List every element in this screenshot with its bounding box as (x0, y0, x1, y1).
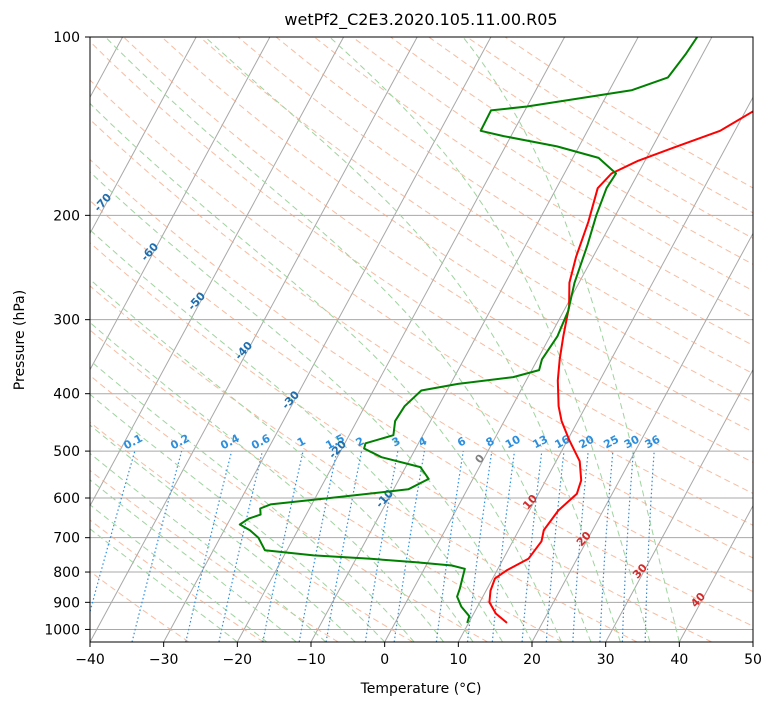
dry-adiabat-line (90, 329, 563, 642)
moist-adiabat-line (90, 393, 386, 642)
background-lines (90, 37, 753, 642)
x-tick-label: 0 (380, 652, 389, 668)
series-layer (238, 37, 753, 624)
mixing-ratio-line (572, 451, 589, 642)
isotherm-line (90, 37, 197, 235)
dry-adiabat-line (123, 37, 753, 463)
mixing-ratio-line (491, 451, 516, 642)
y-axis-label: Pressure (hPa) (12, 290, 28, 390)
isotherm-line (384, 37, 713, 642)
mixing-ratio-line (521, 451, 543, 642)
dry-adiabat-line (352, 37, 753, 292)
mixing-ratio-label: 36 (643, 433, 663, 452)
mixing-ratio-line (131, 450, 183, 642)
dry-adiabat-line (161, 37, 753, 433)
dry-adiabat-line (90, 199, 753, 627)
y-tick-label: 400 (53, 387, 80, 403)
mixing-ratio-label: 30 (622, 433, 642, 452)
y-tick-label: 500 (53, 444, 80, 460)
moist-adiabat-line (90, 102, 562, 642)
dry-adiabat-line (90, 285, 638, 642)
moist-adiabat-line (462, 37, 680, 642)
isotherm-line (531, 232, 753, 642)
dry-adiabat-line (90, 242, 712, 642)
dry-adiabat-line (90, 374, 488, 642)
dry-adiabat-line (90, 118, 753, 559)
moist-adiabat-line (90, 424, 356, 642)
y-tick-label: 1000 (44, 622, 80, 638)
x-tick-label: −20 (223, 652, 253, 668)
y-tick-label: 200 (53, 208, 80, 224)
moist-adiabat-line (329, 37, 651, 642)
x-tick-label: 40 (670, 652, 688, 668)
moist-adiabat-line (90, 171, 533, 642)
x-tick-label: −40 (75, 652, 105, 668)
chart-title: wetPf2_C2E3.2020.105.11.00.R05 (284, 10, 557, 30)
isotherm-line (605, 368, 753, 642)
mixing-ratio-line (466, 451, 493, 642)
x-tick-label: −30 (149, 652, 179, 668)
y-tick-label: 600 (53, 491, 80, 507)
mixing-ratio-line (545, 451, 565, 642)
plot-frame (89, 36, 754, 643)
mixing-ratio-line (393, 450, 425, 642)
dry-adiabat-line (313, 37, 753, 319)
x-tick-label: 50 (744, 652, 762, 668)
moist-adiabat-line (90, 452, 327, 642)
mixing-ratio-label: 25 (601, 433, 621, 452)
isotherm-line (678, 504, 753, 642)
mixing-ratio-label: 13 (530, 433, 550, 452)
moist-adiabat-line (105, 37, 592, 642)
y-tick-label: 700 (53, 531, 80, 547)
mixing-ratio-label: 20 (577, 433, 597, 452)
x-tick-label: 20 (523, 652, 541, 668)
dry-adiabat-line (90, 469, 339, 642)
isotherm-line (90, 37, 345, 507)
x-axis-label: Temperature (°C) (360, 681, 482, 697)
x-axis: −40 −30 −20 −10 0 10 20 30 40 50 (75, 642, 762, 668)
mixing-ratio-line (218, 450, 263, 642)
mixing-ratio-label: 10 (503, 433, 523, 452)
isotherm-line (163, 37, 492, 642)
y-tick-label: 800 (53, 565, 80, 581)
dry-adiabat-line (90, 421, 414, 642)
isotherm-line (752, 640, 753, 642)
moist-adiabat-line (90, 479, 297, 642)
y-tick-label: 300 (53, 313, 80, 329)
dry-adiabat-line (90, 570, 190, 642)
isotherm-line (90, 37, 418, 642)
y-tick-label: 100 (53, 30, 80, 46)
mixing-ratio-line (90, 450, 136, 614)
y-axis: 100 200 300 400 500 600 700 800 900 1000 (44, 30, 90, 638)
dry-adiabat-line (275, 37, 753, 346)
moist-adiabat-line (90, 321, 444, 642)
moist-adiabat-line (90, 278, 474, 642)
y-tick-label: 900 (53, 595, 80, 611)
moist-adiabat-line (90, 229, 503, 642)
dry-adiabat-line (90, 158, 753, 593)
mixing-ratio-line (435, 451, 464, 642)
x-tick-label: −10 (296, 652, 326, 668)
mixing-ratio-line (262, 450, 304, 642)
moist-adiabat-line (204, 37, 621, 642)
x-tick-label: 30 (597, 652, 615, 668)
mixing-ratio-line (185, 450, 233, 642)
temperature-profile-line (488, 110, 753, 624)
x-tick-label: 10 (449, 652, 467, 668)
isotherm-line (90, 37, 271, 371)
dry-adiabat-line (199, 37, 753, 403)
dewpoint-profile-line (238, 37, 699, 624)
